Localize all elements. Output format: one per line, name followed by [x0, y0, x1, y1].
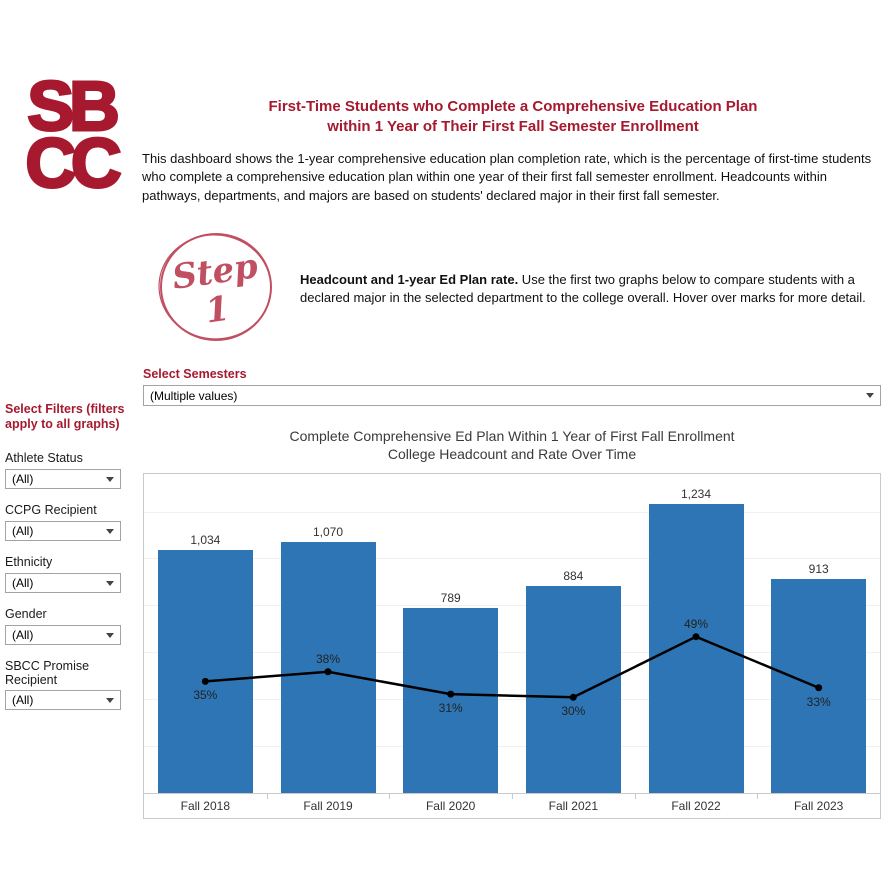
step-circle-icon: Step 1 — [158, 233, 272, 341]
bar-value-label: 1,234 — [680, 486, 712, 501]
step-instructions: Headcount and 1-year Ed Plan rate. Use t… — [300, 271, 885, 307]
x-axis-label: Fall 2020 — [425, 799, 476, 813]
x-axis-label: Fall 2023 — [793, 799, 844, 813]
gridline — [144, 605, 880, 607]
ethnicity-dropdown[interactable]: (All) — [5, 573, 121, 593]
chevron-down-icon — [106, 632, 114, 638]
gender-dropdown[interactable]: (All) — [5, 625, 121, 645]
rate-label: 31% — [438, 701, 463, 716]
dashboard-description: This dashboard shows the 1-year comprehe… — [142, 151, 872, 203]
headcount-bar[interactable] — [525, 585, 621, 793]
ccpg-recipient-value: (All) — [12, 524, 34, 538]
gridline — [144, 558, 880, 560]
chevron-down-icon — [106, 580, 114, 586]
gridline — [144, 652, 880, 654]
select-semesters-label: Select Semesters — [143, 367, 247, 381]
rate-line-chart — [201, 633, 823, 701]
ccpg-recipient-dropdown[interactable]: (All) — [5, 521, 121, 541]
gender-value: (All) — [12, 628, 34, 642]
rate-point[interactable] — [692, 633, 700, 641]
chart-plot-area: 1,034 1,070 789 884 1,234 913 35% 38% 31% 30% 49% 3… — [144, 474, 880, 793]
chevron-down-icon — [106, 476, 114, 482]
rate-label: 35% — [193, 688, 218, 703]
sbcc-logo: SB CC — [4, 67, 138, 203]
rate-label: 30% — [561, 704, 586, 719]
chevron-down-icon — [866, 393, 874, 398]
step-1-badge: Step 1 — [155, 229, 277, 345]
page-title: First-Time Students who Complete a Compr… — [143, 97, 883, 138]
axis-tick — [266, 794, 268, 799]
rate-point[interactable] — [569, 693, 577, 701]
rate-point[interactable] — [201, 677, 209, 685]
axis-tick — [389, 794, 391, 799]
axis-tick — [512, 794, 513, 799]
x-axis-label: Fall 2022 — [671, 799, 721, 813]
filter-label-ethnicity: Ethnicity — [5, 555, 53, 569]
x-axis-label: Fall 2021 — [548, 799, 599, 813]
step-number: 1 — [203, 289, 232, 332]
chart-title: Complete Comprehensive Ed Plan Within 1 … — [143, 427, 881, 463]
semesters-dropdown[interactable]: (Multiple values) — [143, 385, 881, 406]
filter-label-sbcc-promise: SBCC Promise Recipient — [5, 659, 90, 688]
sbcc-logo-line2: CC — [24, 124, 123, 203]
chart-x-axis: Fall 2018 Fall 2019 Fall 2020 Fall 2021 Fall… — [144, 793, 880, 818]
x-axis-label: Fall 2018 — [180, 799, 231, 813]
bar-value-label: 1,070 — [312, 525, 344, 540]
rate-point[interactable] — [324, 668, 332, 676]
athlete-status-dropdown[interactable]: (All) — [5, 469, 121, 489]
bar-value-label: 884 — [563, 568, 584, 583]
axis-tick — [757, 794, 759, 799]
bar-value-label: 789 — [440, 590, 461, 605]
rate-point[interactable] — [447, 690, 455, 698]
ethnicity-value: (All) — [12, 576, 34, 590]
athlete-status-value: (All) — [12, 472, 34, 486]
step-instructions-bold: Headcount and 1-year Ed Plan rate. — [300, 272, 519, 287]
rate-point[interactable] — [815, 684, 823, 692]
axis-tick — [634, 794, 636, 799]
rate-label: 33% — [806, 694, 831, 709]
gridline — [144, 746, 880, 748]
headcount-bar[interactable] — [648, 503, 744, 793]
filter-label-ccpg-recipient: CCPG Recipient — [5, 503, 97, 517]
chart-title-line2: College Headcount and Rate Over Time — [387, 446, 637, 463]
step-instructions-body: Use the first two graphs below to compar… — [300, 272, 866, 306]
select-filters-heading: Select Filters (filters apply to all gra… — [5, 402, 125, 431]
chevron-down-icon — [106, 697, 114, 703]
headcount-bar[interactable] — [280, 542, 376, 793]
rate-line — [205, 635, 820, 699]
chart-title-line1: Complete Comprehensive Ed Plan Within 1 … — [289, 428, 735, 444]
bar-value-label: 1,034 — [190, 533, 221, 548]
filter-label-athlete-status: Athlete Status — [5, 451, 83, 465]
semesters-dropdown-value: (Multiple values) — [150, 388, 238, 403]
filter-label-gender: Gender — [5, 607, 47, 621]
gridline — [144, 699, 880, 701]
chevron-down-icon — [106, 528, 114, 534]
page-title-line1: First-Time Students who Complete a Compr… — [268, 98, 758, 115]
x-axis-label: Fall 2019 — [303, 799, 353, 813]
gridline — [144, 511, 880, 513]
bar-value-label: 913 — [808, 561, 829, 576]
rate-label: 49% — [683, 616, 709, 631]
headcount-bar[interactable] — [157, 550, 253, 793]
headcount-bar[interactable] — [403, 607, 499, 793]
page-title-line2: within 1 Year of Their First Fall Semest… — [327, 118, 699, 136]
rate-label: 38% — [315, 651, 341, 666]
headcount-rate-chart: 1,034 1,070 789 884 1,234 913 35% 38% 31% 30% 49% 3… — [143, 473, 881, 819]
sbcc-promise-dropdown[interactable]: (All) — [5, 690, 121, 710]
sbcc-logo-line1: SB — [26, 67, 121, 145]
sbcc-promise-value: (All) — [12, 693, 34, 707]
